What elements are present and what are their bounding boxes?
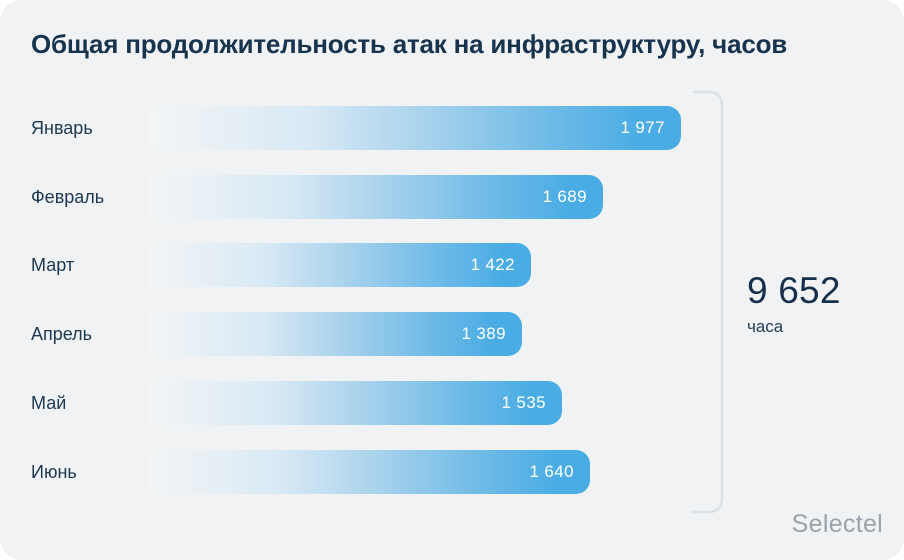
value-bar: 1 689 xyxy=(148,175,603,219)
bar-value-label: 1 535 xyxy=(501,393,546,412)
total-value: 9 652 xyxy=(747,270,841,311)
total-block: 9 652 часа xyxy=(747,270,841,337)
value-bar: 1 640 xyxy=(148,450,590,494)
value-bar: 1 389 xyxy=(148,312,522,356)
selectel-logo: Selectel xyxy=(791,510,883,538)
chart-title: Общая продолжительность атак на инфрастр… xyxy=(31,29,788,59)
bar-value-label: 1 640 xyxy=(529,462,574,481)
category-label: Февраль xyxy=(31,187,105,207)
category-label: Июнь xyxy=(31,462,77,482)
chart-row: Март 1 422 xyxy=(0,243,904,287)
category-label: Январь xyxy=(31,118,93,138)
chart-row: Апрель 1 389 xyxy=(0,312,904,356)
bar-value-label: 1 389 xyxy=(461,324,506,343)
bar-value-label: 1 422 xyxy=(470,255,515,274)
chart-row: Май 1 535 xyxy=(0,381,904,425)
bar-chart: Январь 1 977 Февраль 1 689 Март 1 422 Апрель 1 … xyxy=(0,106,904,506)
category-label: Апрель xyxy=(31,324,93,344)
chart-row: Июнь 1 640 xyxy=(0,450,904,494)
value-bar: 1 422 xyxy=(148,243,531,287)
value-bar: 1 535 xyxy=(148,381,562,425)
total-bracket-icon xyxy=(692,90,724,514)
chart-row: Январь 1 977 xyxy=(0,106,904,150)
category-label: Май xyxy=(31,393,67,413)
chart-row: Февраль 1 689 xyxy=(0,175,904,219)
bar-value-label: 1 689 xyxy=(542,187,587,206)
category-label: Март xyxy=(31,255,75,275)
bar-value-label: 1 977 xyxy=(620,118,665,137)
value-bar: 1 977 xyxy=(148,106,681,150)
total-unit: часа xyxy=(747,316,784,336)
